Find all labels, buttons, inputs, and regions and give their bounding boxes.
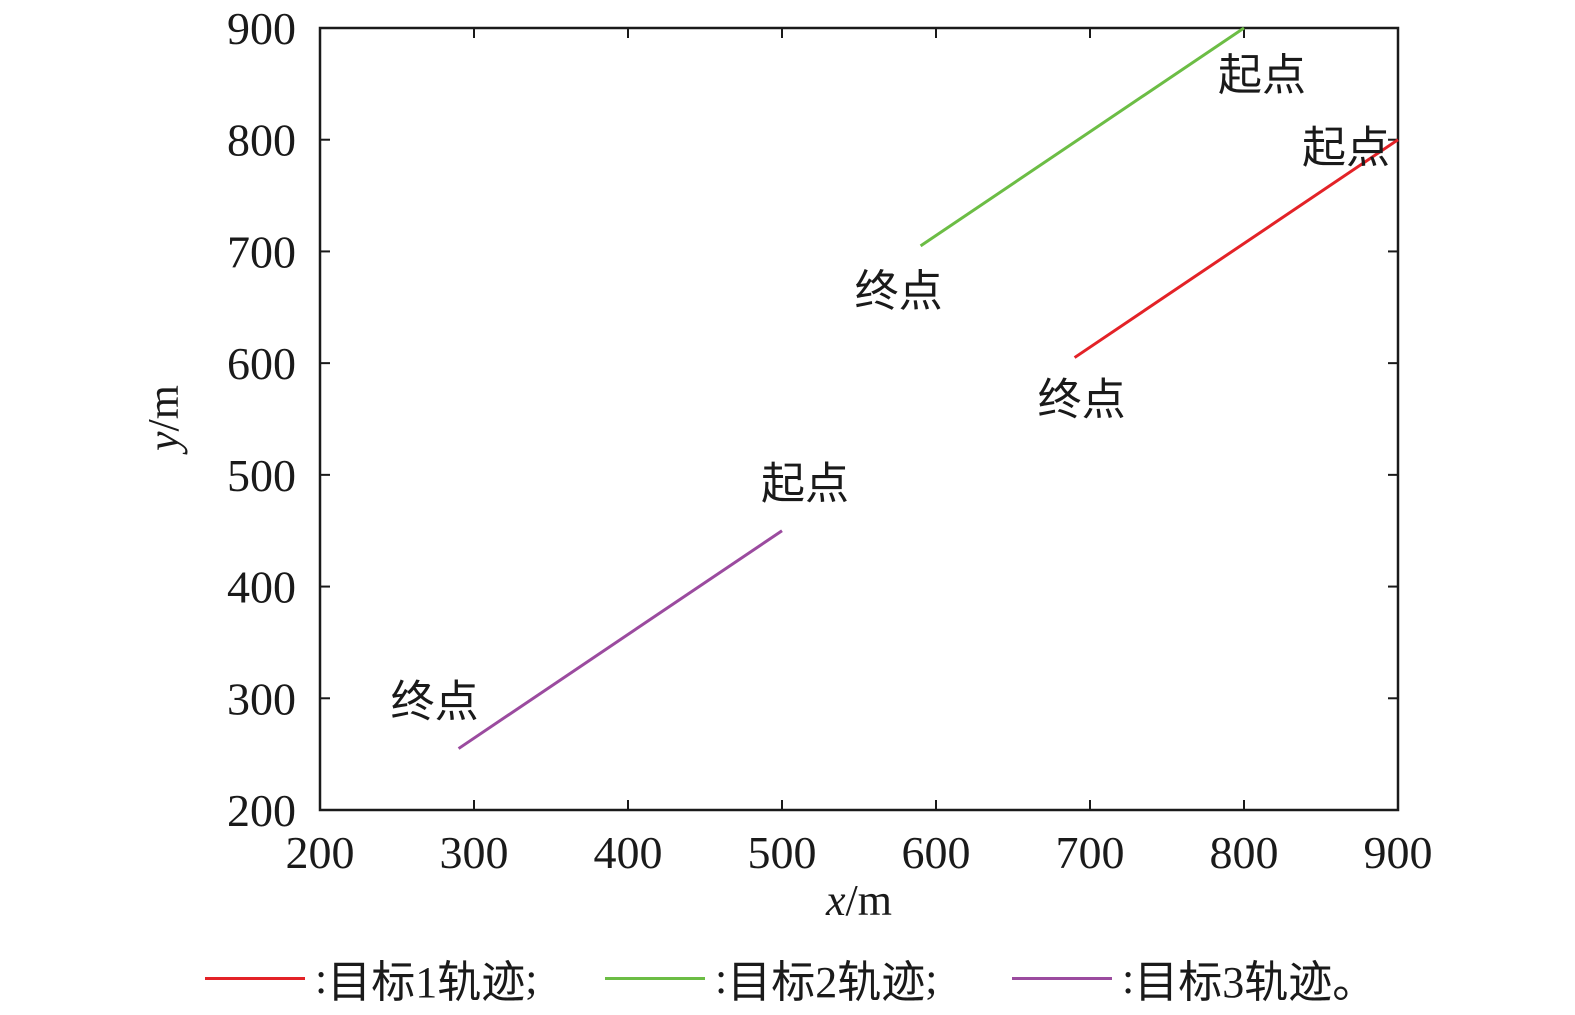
x-tick-label: 500: [748, 827, 817, 878]
x-tick-label: 300: [440, 827, 509, 878]
legend-swatch-target3: [1012, 976, 1112, 980]
legend-item-target1: : 目标1轨迹;: [205, 948, 537, 1008]
x-tick-label: 900: [1364, 827, 1433, 878]
legend-item-target2: : 目标2轨迹;: [605, 948, 937, 1008]
series-lines: [457, 26, 1399, 750]
end-label-1: 终点: [1038, 375, 1126, 426]
legend-label-target3: 目标3轨迹: [1134, 958, 1333, 1007]
legend-prefix: :: [1122, 953, 1135, 1003]
legend-item-target3: : 目标3轨迹。: [1012, 948, 1376, 1008]
x-tick-label: 800: [1210, 827, 1279, 878]
x-tick-label: 400: [594, 827, 663, 878]
y-tick-label: 700: [227, 226, 296, 277]
x-axis-label: x/m: [825, 876, 892, 925]
y-tick-label: 400: [227, 562, 296, 613]
legend-swatch-target2: [605, 976, 705, 980]
legend: : 目标1轨迹; : 目标2轨迹; : 目标3轨迹。: [0, 948, 1575, 1008]
y-axis: 200 300 400 500 600 700 800 900: [227, 3, 1398, 836]
series-line-1: [1073, 138, 1399, 359]
legend-prefix: :: [315, 953, 328, 1003]
y-tick-label: 900: [227, 3, 296, 54]
y-tick-label: 300: [227, 673, 296, 724]
y-tick-label: 800: [227, 115, 296, 166]
y-tick-label: 200: [227, 785, 296, 836]
series-line-3: [457, 529, 783, 750]
x-tick-label: 600: [902, 827, 971, 878]
series-line-2: [919, 26, 1245, 248]
start-label-2: 起点: [1218, 50, 1306, 101]
legend-suffix: ;: [925, 953, 938, 1003]
legend-suffix: 。: [1332, 958, 1377, 1007]
x-axis: 200 300 400 500 600 700 800 900: [286, 28, 1433, 878]
y-tick-label: 500: [227, 450, 296, 501]
legend-swatch-target1: [205, 976, 305, 980]
legend-label-target2: 目标2轨迹: [727, 958, 926, 1007]
legend-suffix: ;: [525, 953, 538, 1003]
legend-prefix: :: [715, 953, 728, 1003]
end-label-3: 终点: [391, 677, 479, 728]
y-tick-label: 600: [227, 338, 296, 389]
x-tick-label: 200: [286, 827, 355, 878]
legend-label-target1: 目标1轨迹: [327, 958, 526, 1007]
plot-frame: [318, 26, 1400, 812]
chart: 200 300 400 500 600 700 800 900 200 300 400 500 600…: [139, 3, 1433, 925]
x-tick-label: 700: [1056, 827, 1125, 878]
y-axis-label: y/m: [139, 385, 188, 455]
start-label-1: 起点: [1302, 123, 1390, 174]
end-label-2: 终点: [855, 266, 943, 317]
start-label-3: 起点: [761, 459, 849, 510]
